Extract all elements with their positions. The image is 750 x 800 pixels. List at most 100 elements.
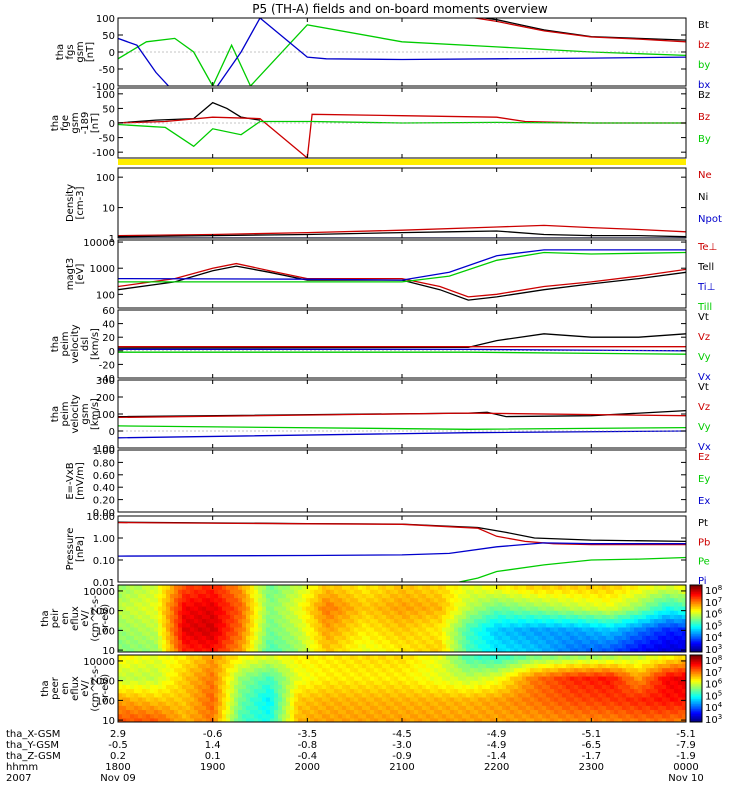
series-line-te⊥: [118, 262, 686, 298]
y-axis-label: [cm-3]: [75, 186, 86, 219]
legend-label: Npot: [698, 214, 722, 225]
quality-bar: [118, 159, 686, 165]
y-axis-label: gsm: [70, 112, 81, 133]
legend-label: Till: [697, 302, 712, 313]
y-tick-label: -50: [99, 134, 115, 145]
y-tick-label: 100: [96, 626, 115, 637]
bottom-row-label: 2007: [6, 773, 31, 784]
y-tick-label: 100: [96, 696, 115, 707]
colorbar-tick-label: 107: [705, 666, 722, 679]
panel-3: Ne Ni Npot 100 10 1 Density [cm-3]: [65, 167, 722, 245]
legend-label: Vt: [698, 312, 709, 323]
bottom-tick-value: -5.1: [676, 729, 696, 740]
series-line-pt: [118, 521, 686, 543]
bottom-tick-value: -0.5: [108, 740, 128, 751]
series-line-tell: [118, 265, 686, 301]
bottom-tick-value: -3.5: [298, 729, 318, 740]
y-axis-label: velocity: [70, 324, 81, 363]
bottom-row-label: hhmm: [6, 762, 38, 773]
y-tick-label: 100: [96, 410, 115, 421]
legend-label: Vy: [698, 352, 711, 363]
y-axis-label: tha: [50, 336, 61, 352]
y-axis-label: eflux: [70, 606, 81, 631]
colorbar-tick-label: 108: [705, 584, 722, 597]
y-tick-label: -20: [99, 360, 115, 371]
y-axis-label: Pressure: [65, 528, 76, 571]
bottom-tick-value: -4.9: [487, 740, 507, 751]
series-line-by: [118, 120, 686, 148]
y-axis-label: tha: [50, 115, 61, 131]
series-line-pb: [118, 521, 686, 546]
y-tick-label: 0.80: [93, 458, 115, 469]
legend-label: Vz: [698, 402, 710, 413]
bottom-tick-value: -6.5: [582, 740, 602, 751]
y-axis-label: [nT]: [90, 113, 101, 133]
panel-5: Vt Vz Vy Vx 60 40 20 0 -20 -40 tha peim velocity dsl[…: [50, 306, 711, 385]
legend-label: Ti⊥: [697, 282, 715, 293]
bottom-tick-value: -5.1: [582, 729, 602, 740]
series-line-vz: [118, 412, 686, 419]
y-tick-label: 0: [109, 119, 115, 130]
panel-8-plot-area: [118, 521, 686, 582]
bottom-tick-value: 1800: [105, 762, 130, 773]
legend-label: Vx: [698, 372, 711, 383]
bottom-tick-value: -1.9: [676, 751, 696, 762]
legend-label: Bz: [698, 90, 710, 101]
y-tick-label: -40: [99, 374, 115, 385]
y-axis-label: velocity: [70, 394, 81, 433]
legend-label: Vt: [698, 382, 709, 393]
y-tick-label: 50: [102, 31, 115, 42]
y-tick-label: 100: [96, 290, 115, 301]
legend-label: Ne: [698, 170, 712, 181]
bottom-tick-value: 2100: [389, 762, 414, 773]
legend-label: Ni: [698, 192, 708, 203]
bottom-tick-value: 2.9: [110, 729, 126, 740]
y-tick-label: 20: [102, 333, 115, 344]
bottom-row-label: tha_Y-GSM: [6, 740, 59, 751]
panel-1-plot-area: [118, 18, 686, 86]
y-tick-label: -100: [92, 148, 115, 159]
series-line-bz: [471, 18, 686, 43]
bottom-row-label: tha_Z-GSM: [6, 751, 61, 762]
series-line-ne: [118, 224, 686, 237]
y-axis-label: (cm^2-s-: [90, 595, 101, 642]
bottom-tick-value: -7.9: [676, 740, 696, 751]
y-tick-label: 10: [102, 204, 115, 215]
panel-7-frame: [117, 449, 687, 513]
legend-label: Tell: [697, 262, 714, 273]
series-line-pe: [456, 556, 686, 582]
colorbar-tick-label: 105: [705, 619, 722, 632]
panel-2: Bz Bz By 100 50 0 -50 -100 tha fge gsm -189 [nT]: [50, 87, 711, 159]
y-tick-label: 10: [102, 716, 115, 727]
bottom-tick-value: 1.4: [205, 740, 221, 751]
bottom-tick-value: 1900: [200, 762, 225, 773]
y-axis-label: (cm^2-s-: [90, 665, 101, 712]
y-tick-label: 1.00: [93, 446, 115, 457]
y-axis-label: eflux: [70, 676, 81, 701]
y-tick-label: 1: [109, 234, 115, 245]
y-axis-label: [mV/m]: [75, 462, 86, 500]
y-axis-label: sr-eV): [100, 604, 111, 633]
y-axis-label: gsm: [80, 403, 91, 424]
series-line-vt: [118, 333, 686, 349]
series-line-bx: [118, 18, 686, 86]
y-tick-label: -100: [92, 82, 115, 93]
y-tick-label: 1000: [90, 607, 115, 618]
bottom-tick-value: Nov 10: [668, 773, 703, 784]
colorbar-tick-label: 107: [705, 596, 722, 609]
legend-label: Ez: [698, 452, 710, 463]
series-line-vx: [118, 348, 686, 352]
bottom-tick-value: -0.6: [203, 729, 223, 740]
bottom-tick-value: 0.1: [205, 751, 221, 762]
bottom-tick-value: -4.5: [392, 729, 412, 740]
legend-label: Vx: [698, 442, 711, 453]
y-tick-label: 0.60: [93, 471, 115, 482]
y-tick-label: 50: [102, 104, 115, 115]
y-axis-label: peim: [60, 401, 71, 426]
y-tick-label: 0.10: [93, 556, 115, 567]
panel-5-frame: [117, 309, 687, 379]
panel-1: Bt bz by bx 100 50 0 -50 -100 tha fgs gsm [nT]: [55, 14, 710, 93]
